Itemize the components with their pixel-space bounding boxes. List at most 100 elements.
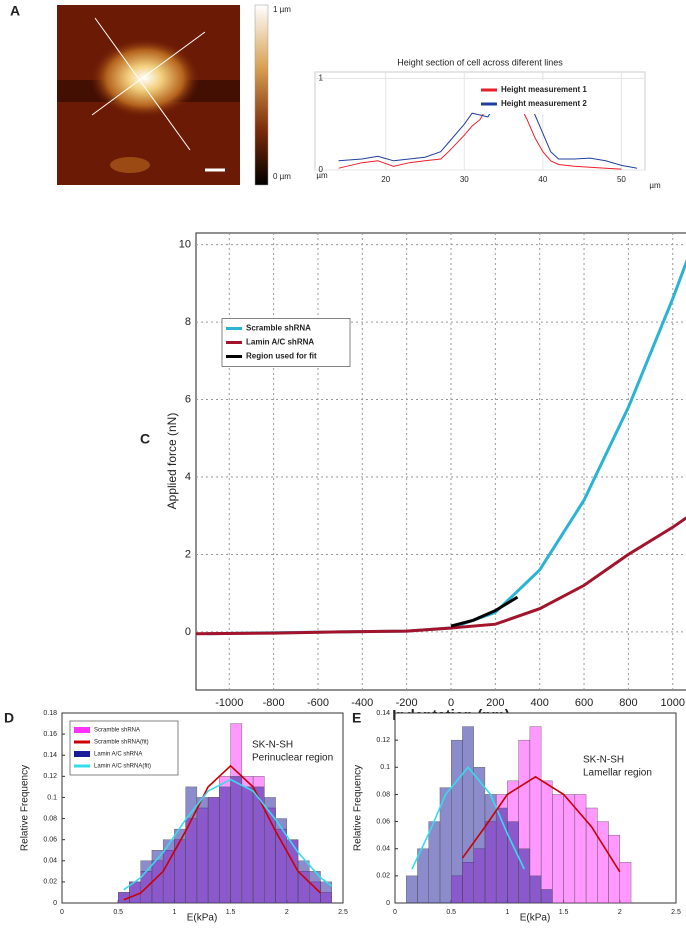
histogram-bar [219, 786, 231, 904]
x-tick-label: 2 [618, 909, 622, 916]
y-tick-label: 0.02 [43, 879, 57, 886]
histogram-bar [196, 797, 209, 904]
x-tick-label: 1 [172, 909, 176, 916]
y-axis-label: µm [316, 171, 328, 180]
series-line [195, 516, 686, 636]
afm-image [57, 5, 240, 185]
x-tick-label: -200 [396, 697, 418, 709]
x-axis-label: µm [649, 181, 661, 190]
legend-label: Lamin A/C shRNA [246, 338, 314, 347]
histogram-bar [518, 848, 531, 904]
y-tick-label: 0.08 [43, 815, 57, 822]
annotation: SK-N-SH [583, 755, 624, 766]
chart-title: Height section of cell across diferent l… [397, 57, 563, 67]
histogram-bar [406, 875, 418, 904]
y-tick-label: 1 [319, 74, 324, 83]
y-tick-label: 0.16 [43, 731, 57, 738]
histogram-bar [230, 776, 243, 904]
x-tick-label: 800 [619, 697, 637, 709]
x-tick-label: 1.5 [226, 909, 236, 916]
series-line [461, 775, 621, 873]
histogram-bar [563, 794, 576, 904]
histogram-bar [297, 860, 310, 904]
legend-label: Scramble shRNA(fit) [94, 740, 149, 746]
x-tick-label: 40 [538, 175, 547, 184]
y-tick-label: 0.04 [376, 846, 390, 853]
series-line [411, 766, 526, 870]
legend-label: Scramble shRNA [94, 728, 140, 734]
x-tick-label: 50 [617, 175, 626, 184]
y-tick-label: 0.08 [376, 791, 390, 798]
x-tick-label: 600 [575, 697, 593, 709]
histogram-bar [241, 786, 254, 904]
x-tick-label: 1 [505, 909, 509, 916]
histogram-bar [540, 889, 553, 904]
histogram-bar [552, 794, 564, 904]
legend-label: Region used for fit [246, 352, 317, 361]
histogram-bar [428, 821, 441, 904]
histogram-bar [507, 821, 519, 904]
annotation: SK-N-SH [252, 740, 293, 751]
x-tick-label: 0.5 [113, 909, 123, 916]
colorbar-min: 0 µm [273, 172, 291, 181]
x-tick-label: -600 [307, 697, 329, 709]
y-tick-label: 0.1 [47, 794, 57, 801]
histogram-bar [619, 862, 632, 904]
y-tick-label: 4 [185, 471, 191, 483]
histogram-bar [574, 794, 587, 904]
panel-label: A [10, 3, 20, 19]
x-tick-label: 2.5 [338, 909, 348, 916]
histogram-bar [185, 786, 198, 904]
legend-swatch [74, 751, 90, 757]
colorbar [254, 4, 269, 186]
histogram-bar [451, 739, 463, 904]
legend-label: Lamin A/C shRNA(fit) [94, 764, 151, 770]
legend-label: Lamin A/C shRNA [94, 752, 142, 758]
histogram-bar [529, 875, 542, 904]
annotation: Lamellar region [583, 768, 652, 779]
x-tick-label: 2.5 [671, 909, 681, 916]
panel-label: E [352, 710, 361, 726]
histogram-bar [597, 821, 609, 904]
x-tick-label: 2 [285, 909, 289, 916]
legend-label: Height measurement 1 [501, 85, 587, 94]
x-tick-label: 0 [448, 697, 454, 709]
x-tick-label: 0.5 [446, 909, 456, 916]
histogram-bar [540, 780, 553, 904]
series-line [450, 595, 519, 628]
x-tick-label: 400 [531, 697, 549, 709]
panel-label: D [4, 710, 14, 726]
y-axis-label: Relative Frequency [20, 765, 31, 851]
x-tick-label: 200 [486, 697, 504, 709]
x-tick-label: 1000 [660, 697, 684, 709]
x-tick-label: 20 [381, 175, 390, 184]
y-tick-label: 0 [319, 165, 324, 174]
y-tick-label: 8 [185, 316, 191, 328]
y-tick-label: 6 [185, 393, 191, 405]
x-axis-label: E(kPa) [187, 913, 218, 924]
x-tick-label: -1000 [215, 697, 243, 709]
y-tick-label: 0 [386, 900, 390, 907]
annotation: Perinuclear region [252, 753, 333, 764]
y-tick-label: 0 [53, 900, 57, 907]
histogram-bar [417, 848, 429, 904]
legend-label: Height measurement 2 [501, 99, 587, 108]
x-tick-label: 1.5 [559, 909, 569, 916]
panel-label: C [140, 431, 150, 447]
y-tick-label: 0.1 [380, 764, 390, 771]
y-tick-label: 0.06 [376, 818, 390, 825]
x-tick-label: -800 [263, 697, 285, 709]
y-tick-label: 0.06 [43, 837, 57, 844]
y-tick-label: 0.14 [43, 752, 57, 759]
plot-area [195, 232, 686, 691]
colorbar-max: 1 µm [273, 5, 291, 14]
y-axis-label: Applied force (nN) [165, 413, 179, 510]
y-tick-label: 10 [179, 239, 191, 251]
series-line [123, 778, 333, 891]
legend-box [477, 80, 605, 114]
legend-swatch [74, 727, 90, 733]
histogram-bar [275, 818, 287, 904]
y-tick-label: 2 [185, 548, 191, 560]
